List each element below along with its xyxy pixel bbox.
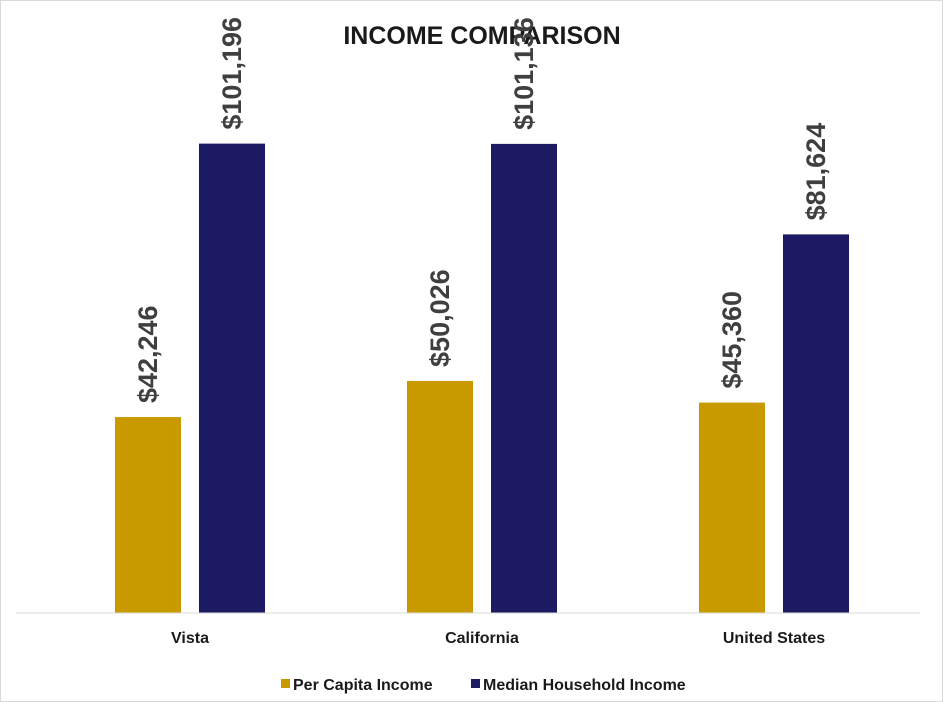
data-label: $101,196 bbox=[217, 17, 247, 130]
bar-california-per-capita bbox=[407, 380, 473, 613]
data-label: $50,026 bbox=[425, 269, 455, 367]
bar-united-states-median-household bbox=[783, 234, 849, 614]
data-label: $45,360 bbox=[717, 291, 747, 389]
chart-title: INCOME COMPARISON bbox=[343, 22, 620, 50]
legend-label: Per Capita Income bbox=[293, 677, 433, 694]
bar-california-median-household bbox=[491, 143, 557, 613]
bar-united-states-per-capita bbox=[699, 402, 765, 613]
category-labels: Vista California United States bbox=[171, 630, 825, 647]
legend-swatch bbox=[471, 679, 480, 688]
data-label: $42,246 bbox=[133, 305, 163, 403]
bar-vista-per-capita bbox=[115, 417, 181, 613]
category-label: United States bbox=[723, 630, 825, 647]
category-label: Vista bbox=[171, 630, 209, 647]
category-label: California bbox=[445, 630, 519, 647]
plot-area: $42,246 $101,196 $50,026 $101,136 $45,360 $81… bbox=[115, 17, 849, 614]
data-label: $81,624 bbox=[801, 123, 831, 221]
legend: Per Capita Income Median Household Income bbox=[281, 677, 686, 694]
data-label: $101,136 bbox=[509, 17, 539, 130]
legend-label: Median Household Income bbox=[483, 677, 686, 694]
bar-vista-median-household bbox=[199, 143, 265, 613]
legend-swatch bbox=[281, 679, 290, 688]
